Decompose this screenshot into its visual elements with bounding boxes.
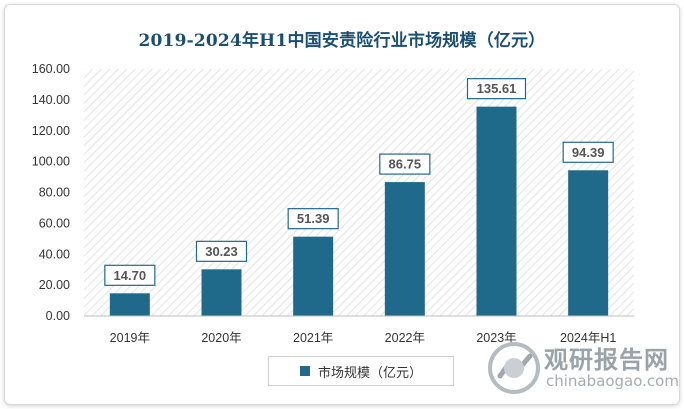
watermark: 观研报告网 chinabaogao.com xyxy=(486,338,679,398)
bar[interactable] xyxy=(201,269,242,316)
x-tick-label: 2022年 xyxy=(385,331,425,345)
bar[interactable] xyxy=(109,293,150,316)
y-tick-label: 0.00 xyxy=(46,309,70,323)
data-label: 94.39 xyxy=(572,145,605,160)
bars-group xyxy=(109,106,609,316)
x-axis: 2019年 2020年 2021年 2022年 2023年 2024年H1 xyxy=(84,315,634,345)
bar[interactable] xyxy=(293,236,334,316)
y-tick-label: 40.00 xyxy=(39,247,70,261)
watermark-logo-icon xyxy=(488,342,540,394)
y-tick-label: 60.00 xyxy=(39,216,70,230)
chart-title: 2019-2024年H1中国安责险行业市场规模（亿元） xyxy=(138,31,546,51)
data-label: 86.75 xyxy=(389,157,422,172)
data-label-box xyxy=(287,208,339,230)
bar[interactable] xyxy=(568,170,609,316)
y-tick-label: 140.00 xyxy=(32,93,70,107)
data-labels-group: 14.70 30.23 51.39 86.75 135.61 94.39 xyxy=(104,78,614,286)
plot-area-background xyxy=(84,69,634,316)
y-tick-label: 120.00 xyxy=(32,124,70,138)
watermark-cn: 观研报告网 xyxy=(544,346,669,374)
bar[interactable] xyxy=(476,106,517,316)
data-label-box xyxy=(379,153,431,175)
y-tick-label: 80.00 xyxy=(39,186,70,200)
y-axis: 0.00 20.00 40.00 60.00 80.00 100.00 120.00 140.… xyxy=(32,62,70,323)
data-label: 51.39 xyxy=(297,211,330,226)
data-label-box xyxy=(195,240,248,262)
x-tick-label: 2024年H1 xyxy=(560,331,616,345)
bar[interactable] xyxy=(384,182,425,316)
legend-label: 市场规模（亿元） xyxy=(317,364,422,380)
y-tick-label: 100.00 xyxy=(32,155,70,169)
legend: 市场规模（亿元） xyxy=(268,356,454,386)
data-label-box xyxy=(562,141,614,163)
y-tick-label: 20.00 xyxy=(39,278,70,292)
x-tick-label: 2023年 xyxy=(476,331,516,345)
legend-swatch xyxy=(299,366,310,376)
x-tick-label: 2021年 xyxy=(293,331,333,345)
x-tick-label: 2020年 xyxy=(201,331,241,345)
y-tick-label: 160.00 xyxy=(32,62,70,76)
watermark-en: chinabaogao.com xyxy=(546,372,679,390)
data-label: 30.23 xyxy=(205,244,238,259)
data-label-box xyxy=(466,78,527,100)
data-label-box xyxy=(104,264,156,286)
data-label: 135.61 xyxy=(477,81,517,96)
x-tick-label: 2019年 xyxy=(110,331,150,345)
data-label: 14.70 xyxy=(114,268,147,283)
